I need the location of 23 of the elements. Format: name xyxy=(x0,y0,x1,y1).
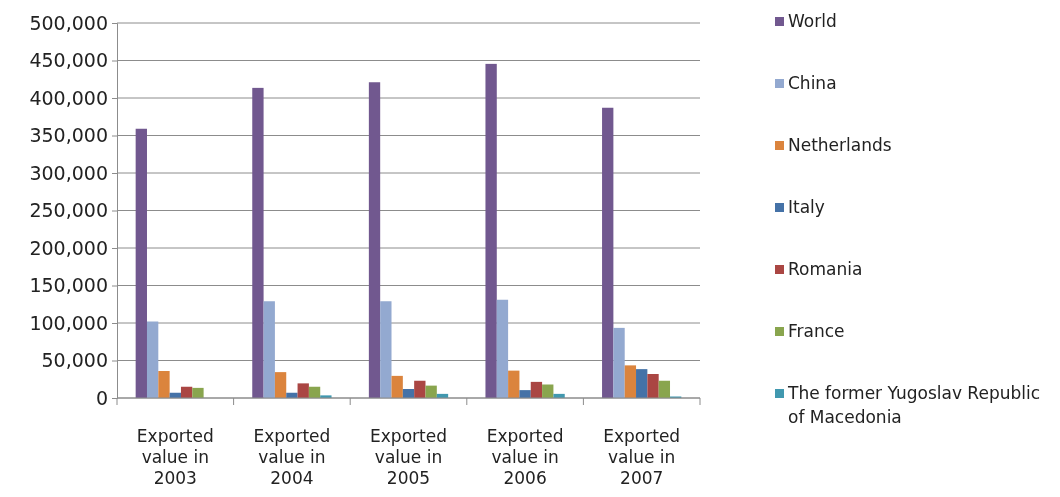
x-tick-label: Exported value in 2003 xyxy=(136,426,214,488)
legend-label: China xyxy=(788,73,837,93)
y-tick-label: 450,000 xyxy=(29,49,108,72)
legend-label: Netherlands xyxy=(788,135,892,155)
legend-label: The former Yugoslav Republic of Macedonia xyxy=(787,383,1041,427)
y-tick-label: 400,000 xyxy=(29,86,108,109)
y-tick-label: 200,000 xyxy=(29,236,108,259)
legend-label: World xyxy=(788,11,837,31)
legend-label: France xyxy=(788,321,845,341)
y-tick-label: 300,000 xyxy=(29,161,108,184)
y-tick-label: 350,000 xyxy=(29,124,108,147)
x-tick-label: Exported value in 2004 xyxy=(253,426,331,488)
y-tick-label: 50,000 xyxy=(41,349,108,372)
y-tick-label: 100,000 xyxy=(29,311,108,334)
x-tick-label: Exported value in 2007 xyxy=(603,426,681,488)
y-tick-label: 500,000 xyxy=(29,11,108,34)
y-tick-label: 150,000 xyxy=(29,274,108,297)
legend-label: Italy xyxy=(788,197,825,217)
y-tick-label: 0 xyxy=(95,386,108,409)
x-tick-label: Exported value in 2006 xyxy=(486,426,564,488)
legend-label: Romania xyxy=(788,259,863,279)
x-tick-label: Exported value in 2005 xyxy=(370,426,447,488)
y-tick-label: 250,000 xyxy=(29,199,108,222)
